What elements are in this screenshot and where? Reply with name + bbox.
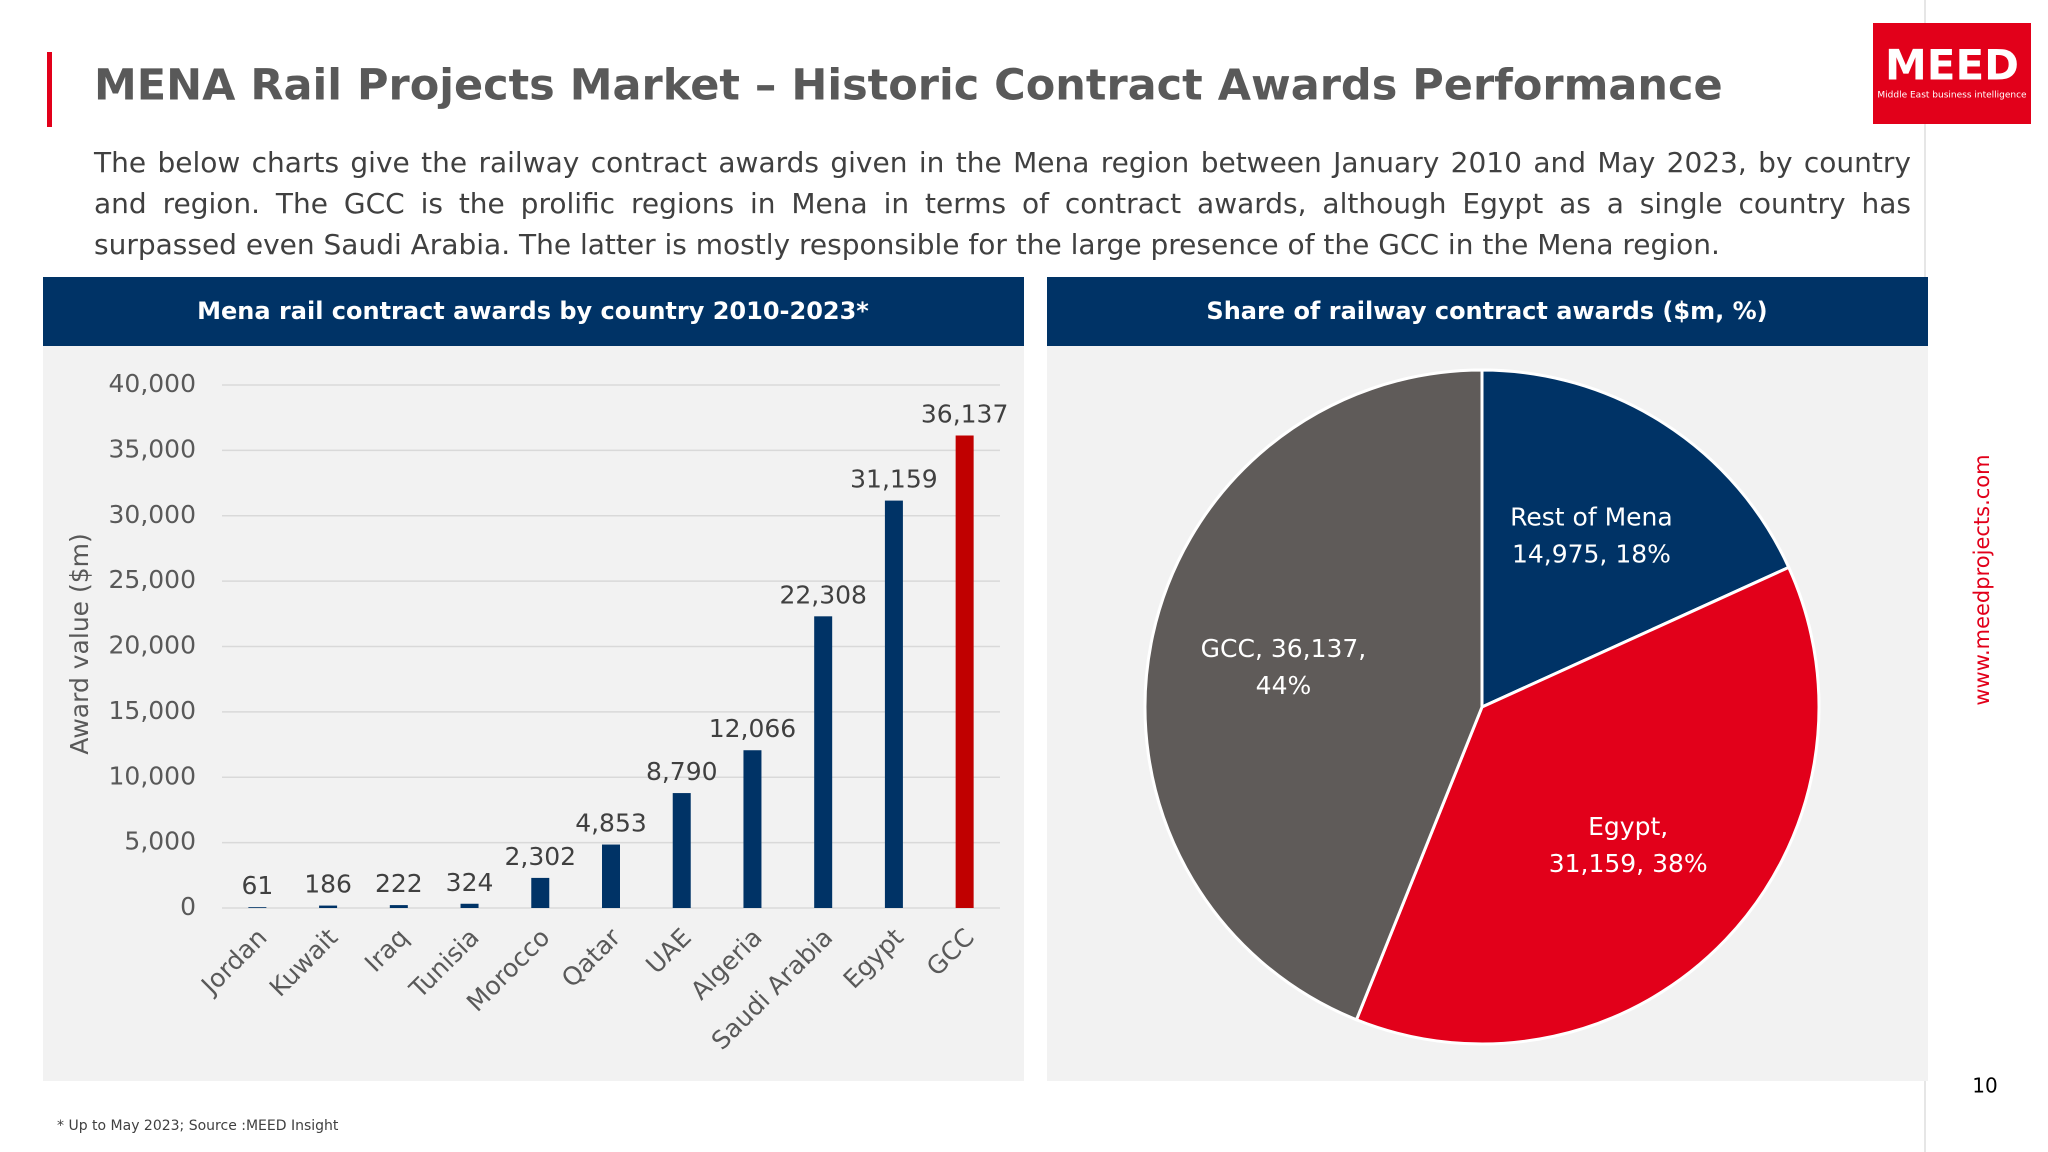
page-number: 10 (1972, 1074, 1997, 1098)
chart-header (43, 277, 1024, 346)
data-label: 186 (304, 870, 352, 899)
data-label: 61 (241, 871, 273, 900)
data-label: 4,853 (575, 809, 647, 838)
y-tick-label: 10,000 (109, 761, 196, 790)
chart-panel (43, 346, 1024, 1081)
data-label: 12,066 (709, 714, 796, 743)
y-tick-label: 30,000 (109, 500, 196, 529)
pie-slice (1480, 368, 1791, 710)
slide-title: MENA Rail Projects Market – Historic Con… (94, 61, 1723, 111)
pie-slice (1143, 368, 1484, 1022)
data-label: 2,302 (504, 842, 576, 871)
y-tick-label: 5,000 (124, 827, 196, 856)
slice-label: GCC, 36,137, (1201, 634, 1367, 663)
data-label: 36,137 (921, 400, 1008, 429)
logo-name: MEED (1885, 41, 2019, 90)
description: The below charts give the railway contra… (94, 146, 1911, 261)
bar (743, 750, 762, 908)
data-label: 222 (375, 869, 423, 898)
slice-label: 31,159, 38% (1549, 849, 1708, 878)
side-url: www.meedprojects.com (1970, 454, 1994, 705)
bar (460, 903, 479, 908)
bar (531, 877, 550, 908)
bar (884, 500, 903, 908)
data-label: 31,159 (850, 465, 937, 494)
bar (814, 616, 833, 908)
chart-title: Share of railway contract awards ($m, %) (1206, 297, 1767, 325)
chart-title: Mena rail contract awards by country 201… (197, 297, 869, 325)
y-axis-label: Award value ($m) (65, 533, 94, 755)
footnote: * Up to May 2023; Source :MEED Insight (57, 1118, 339, 1134)
data-label: 324 (446, 868, 494, 897)
logo-tagline: Middle East business intelligence (1877, 91, 2027, 101)
y-tick-label: 35,000 (109, 434, 196, 463)
y-tick-label: 40,000 (109, 369, 196, 398)
bar (319, 905, 338, 908)
data-label: 22,308 (779, 580, 866, 609)
bar (672, 793, 691, 908)
logo (1873, 23, 2031, 124)
y-tick-label: 15,000 (109, 696, 196, 725)
data-label: 8,790 (646, 757, 718, 786)
slice-label: Egypt, (1588, 812, 1668, 841)
bar (389, 905, 408, 908)
slice-label: 14,975, 18% (1512, 539, 1671, 568)
y-tick-label: 0 (180, 892, 196, 921)
plots: 0 5,000 10,000 15,000 20,000 25,000 30,000 35,0… (109, 368, 1821, 1055)
bar (248, 907, 267, 908)
y-tick-label: 25,000 (109, 565, 196, 594)
y-tick-label: 20,000 (109, 631, 196, 660)
slice-label: 44% (1256, 671, 1312, 700)
slice-label: Rest of Mena (1510, 502, 1673, 531)
bar (955, 435, 974, 908)
chart-header (1047, 277, 1928, 346)
bar (602, 844, 620, 908)
pie-slice (1354, 565, 1821, 1046)
title-accent (47, 52, 52, 127)
